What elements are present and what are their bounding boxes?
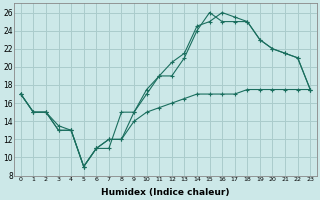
X-axis label: Humidex (Indice chaleur): Humidex (Indice chaleur) (101, 188, 230, 197)
